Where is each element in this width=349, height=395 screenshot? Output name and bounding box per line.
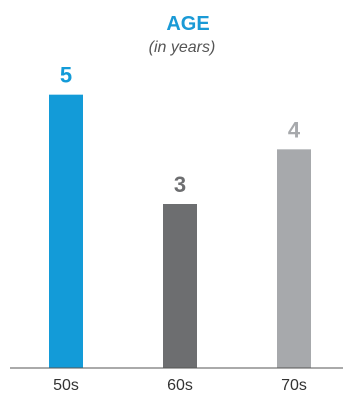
category-label-60s: 60s [167,377,193,394]
value-label-50s: 5 [60,63,72,88]
bars-group [49,94,311,369]
bar-70s [277,149,311,368]
value-label-60s: 3 [174,172,186,197]
value-label-70s: 4 [288,117,301,142]
category-label-70s: 70s [281,377,307,394]
category-label-50s: 50s [53,377,79,394]
value-labels-group: 5 3 4 [60,63,301,197]
category-labels-group: 50s 60s 70s [53,377,307,394]
bar-60s [163,204,197,368]
chart-title: AGE [166,13,209,35]
chart-subtitle: (in years) [149,39,216,56]
bar-50s [49,94,83,369]
